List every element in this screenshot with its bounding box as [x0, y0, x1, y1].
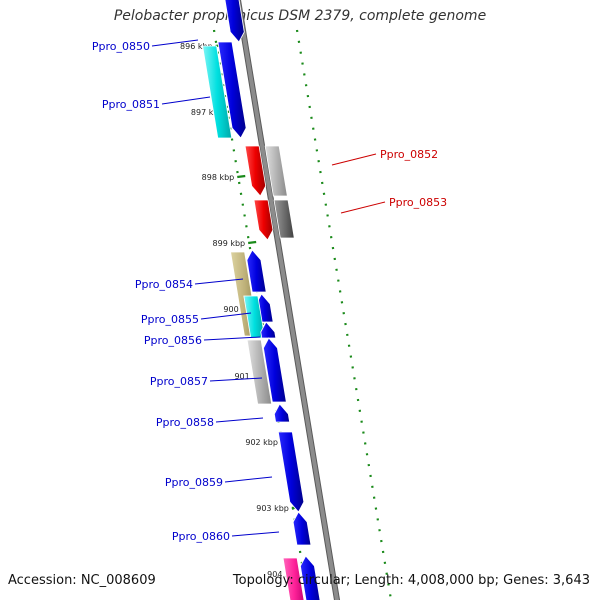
gene-label-ppro_0850: Ppro_0850	[92, 40, 150, 53]
leader-line	[209, 377, 263, 382]
outer-dot-lane	[295, 29, 393, 600]
gene-label-ppro_0852: Ppro_0852	[380, 148, 438, 161]
gene-0853-feature	[273, 199, 295, 239]
backbone-line	[235, 0, 340, 600]
gene-features	[202, 0, 321, 600]
tick-label: 904 kbp	[267, 570, 300, 579]
gene-0852-feature	[264, 145, 288, 197]
gene-label-ppro_0855: Ppro_0855	[141, 313, 199, 326]
leader-line	[215, 417, 264, 423]
tick-label: 897 kbp	[191, 108, 224, 117]
gene-label-ppro_0853: Ppro_0853	[389, 196, 447, 209]
topology-label: Topology: circular; Length: 4,008,000 bp…	[232, 573, 590, 588]
leader-line	[151, 39, 199, 47]
gene-label-ppro_0854: Ppro_0854	[135, 278, 193, 291]
tick-label: 896 kbp	[180, 42, 213, 51]
gene-label-ppro_0859: Ppro_0859	[165, 476, 223, 489]
gene-label-ppro_0857: Ppro_0857	[150, 375, 208, 388]
gene-0860	[292, 511, 312, 546]
map-title: Pelobacter propionicus DSM 2379, complet…	[113, 8, 487, 24]
gene-0861-feature	[282, 557, 305, 600]
gene-0851-feature	[202, 45, 233, 139]
gene-0854	[246, 249, 267, 293]
gene-labels: Ppro_0850 Ppro_0851 Ppro_0852 Ppro_0853 Ppro…	[92, 39, 447, 543]
leader-line	[231, 531, 280, 537]
gene-0849	[224, 0, 245, 43]
gene-0857	[263, 337, 287, 403]
tick-mark	[248, 240, 257, 245]
leader-line	[340, 201, 386, 214]
accession-label: Accession: NC_008609	[8, 573, 156, 588]
gene-label-ppro_0858: Ppro_0858	[156, 416, 214, 429]
leader-line	[203, 336, 261, 341]
gene-0859	[277, 431, 305, 513]
tick-mark	[237, 174, 246, 179]
genome-backbone	[234, 0, 341, 600]
gene-0861	[299, 555, 321, 600]
leader-line	[161, 96, 211, 105]
tick-label: 903 kbp	[256, 504, 289, 513]
gene-0858	[273, 403, 291, 423]
leader-line	[194, 278, 244, 285]
gene-label-ppro_0851: Ppro_0851	[102, 98, 160, 111]
tick-label: 899 kbp	[213, 239, 246, 248]
gene-0852	[244, 145, 267, 197]
tick-label: 902 kbp	[245, 438, 278, 447]
gene-label-ppro_0856: Ppro_0856	[144, 334, 202, 347]
leader-line	[200, 312, 252, 320]
gene-label-ppro_0860: Ppro_0860	[172, 530, 230, 543]
leader-line	[224, 476, 273, 483]
gene-0850	[217, 41, 247, 139]
tick-label: 901 kbp	[234, 372, 267, 381]
leader-line	[331, 153, 377, 166]
gene-0857-feature	[246, 339, 273, 405]
tick-label: 898 kbp	[202, 173, 235, 182]
gene-0853	[253, 199, 274, 241]
